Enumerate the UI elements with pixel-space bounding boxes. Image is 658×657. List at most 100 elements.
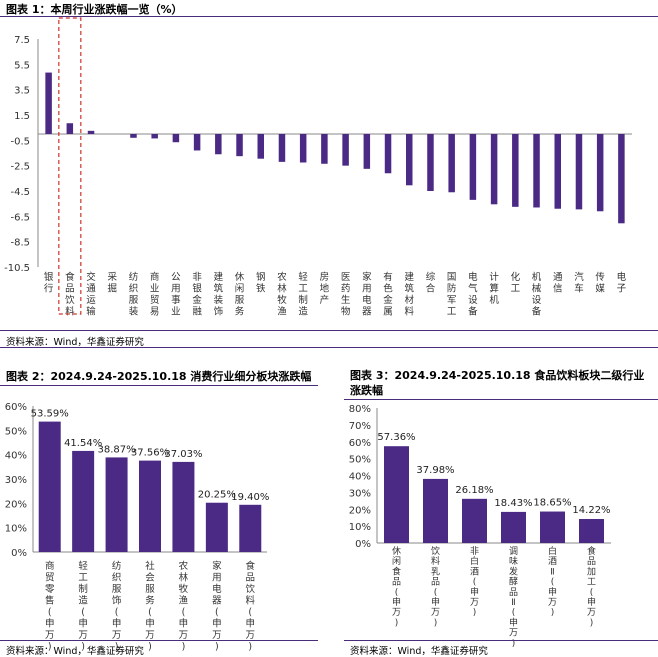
fig1-x-tick-label: 国防军工 [447, 272, 457, 318]
fig2-chart: 0% 10% 20% 30% 40% 50% 60% 53.59% 商贸零售(申万) 41.54%… [5, 402, 270, 653]
fig1-bar [130, 134, 137, 138]
fig3-data-label: 37.98% [416, 465, 454, 476]
fig1-x-tick-label: 钢铁 [256, 271, 266, 295]
fig3-data-label: 18.65% [533, 498, 571, 509]
fig1-chart: 7.5 5.5 3.5 1.5 -0.5 -2.5 -4.5 -6.5 -8.5 -10.5 银行食… [4, 17, 632, 318]
fig1-bar [448, 134, 455, 193]
fig3-data-label: 14.22% [572, 505, 610, 516]
fig3-x-tick-label: 饮料乳品(申万) [431, 545, 440, 628]
fig1-bar [554, 134, 561, 209]
fig2-data-label: 41.54% [64, 438, 102, 449]
fig2-bar [139, 460, 161, 552]
fig1-bar [45, 72, 52, 134]
fig1-title: 图表 1：本周行业涨跌幅一览（%） [6, 3, 183, 16]
fig3-x-tick-label: 调味发酵品 Ⅱ (申万) [509, 546, 518, 649]
fig2-bar [205, 502, 228, 552]
fig1-y-tick-label: -4.5 [10, 187, 30, 198]
fig2-y-tick-label: 60% [5, 402, 27, 413]
fig1-x-tick-label: 汽车 [574, 271, 584, 295]
fig2-title-rule [0, 385, 318, 386]
fig1-x-tick-label: 交通运输 [86, 271, 96, 318]
fig1-y-tick-label: -8.5 [10, 238, 30, 249]
fig1-x-tick-label: 银行 [44, 271, 54, 295]
fig1-bar [236, 134, 243, 157]
fig1-y-tick-label: -0.5 [10, 136, 30, 147]
fig1-bar [299, 134, 307, 163]
fig1-x-tick-label: 家用电器 [362, 271, 372, 318]
fig3-data-label: 18.43% [494, 498, 532, 509]
fig2-x-tick-label: 食品饮料(申万) [246, 560, 256, 653]
fig3-y-tick-label: 20% [349, 505, 371, 516]
fig1-x-tick-label: 商业贸易 [150, 271, 160, 318]
fig3-bar [501, 511, 526, 543]
fig1-x-tick-label: 电子 [617, 271, 627, 295]
fig1-bar [172, 134, 180, 143]
fig3-x-tick-label: 非白酒(申万) [470, 545, 479, 618]
fig2-data-label: 53.59% [31, 409, 69, 420]
fig3-title-rule [344, 399, 658, 400]
fig2-x-tick-label: 纺织服饰(申万) [112, 560, 122, 653]
fig1-x-tick-label: 化工 [511, 271, 521, 295]
fig1-bar [512, 134, 519, 207]
fig2-y-tick-label: 40% [5, 451, 27, 462]
fig2-y-tick-label: 30% [5, 475, 27, 486]
fig3-title-text: 图表 3：2024.9.24-2025.10.18 食品饮料板块二级行业涨跌幅 [350, 369, 645, 397]
fig1-x-tick-label: 非银金融 [192, 271, 202, 318]
fig1-y-tick-label: -6.5 [10, 212, 30, 223]
fig3-y-tick-label: 60% [349, 438, 371, 449]
fig1-bar [406, 134, 413, 186]
fig1-y-tick-label: 1.5 [14, 111, 30, 122]
fig1-bar [490, 134, 498, 205]
fig1-x-tick-label: 机械设备 [532, 271, 542, 318]
fig1-x-tick-label: 纺织服装 [129, 271, 139, 318]
fig2-data-label: 20.25% [198, 490, 236, 501]
fig1-x-tick-label: 通信 [553, 272, 563, 295]
fig1-bar [575, 134, 583, 210]
fig3-y-tick-label: 80% [349, 404, 371, 415]
fig3-data-label: 26.18% [455, 485, 493, 496]
fig1-bar [469, 134, 477, 200]
fig1-bar [596, 134, 604, 212]
fig3-y-tick-label: 30% [349, 488, 371, 499]
fig2-x-tick-label: 家用电器(申万) [212, 560, 222, 653]
fig3-title: 图表 3：2024.9.24-2025.10.18 食品饮料板块二级行业涨跌幅 [350, 368, 655, 398]
fig1-bar [193, 134, 201, 151]
fig2-data-label: 37.03% [164, 449, 202, 460]
fig1-bar [321, 134, 328, 164]
fig2-y-tick-label: 50% [5, 426, 27, 437]
fig2-source: 资料来源：Wind，华鑫证券研究 [6, 646, 144, 657]
fig1-bar [278, 134, 286, 162]
fig1-bottom-rule [0, 347, 658, 348]
fig1-x-tick-label: 采掘 [107, 272, 117, 295]
fig1-x-tick-label: 房地产 [320, 271, 330, 306]
fig3-y-tick-label: 70% [349, 421, 371, 432]
fig1-y-tick-label: 7.5 [14, 35, 30, 46]
fig2-x-tick-label: 社会服务(申万) [145, 560, 155, 653]
fig2-data-label: 38.87% [98, 444, 136, 455]
fig3-y-tick-label: 10% [349, 522, 371, 533]
fig3-source: 资料来源：Wind，华鑫证券研究 [350, 646, 488, 657]
fig1-x-tick-label: 建筑材料 [404, 271, 414, 318]
fig1-y-tick-label: -2.5 [10, 162, 30, 173]
fig1-title-rule [0, 16, 658, 17]
fig1-x-tick-label: 有色金属 [383, 271, 393, 318]
fig3-y-tick-label: 50% [349, 455, 371, 466]
fig3-bar [423, 478, 448, 543]
fig2-x-tick-label: 轻工制造(申万) [78, 560, 88, 653]
fig2-data-label: 37.56% [131, 448, 169, 459]
fig1-highlight-box [58, 17, 82, 315]
fig1-source: 资料来源：Wind，华鑫证券研究 [6, 337, 144, 348]
fig3-x-tick-label: 休闲食品(申万) [392, 545, 401, 628]
fig1-bar [342, 134, 349, 166]
fig1-x-tick-label: 食品饮料 [65, 271, 75, 318]
fig1-bar [151, 134, 158, 139]
fig2-bar [72, 450, 95, 552]
fig1-x-tick-label: 建筑装饰 [214, 271, 224, 318]
fig3-x-tick-label: 白酒 Ⅱ (申万) [548, 545, 557, 618]
fig1-bar [87, 130, 95, 134]
fig3-x-tick-label: 食品加工(申万) [587, 545, 596, 628]
fig1-x-tick-label: 计算机 [489, 271, 499, 306]
fig1-x-tick-label: 传媒 [595, 271, 605, 295]
fig3-bar [384, 446, 409, 543]
